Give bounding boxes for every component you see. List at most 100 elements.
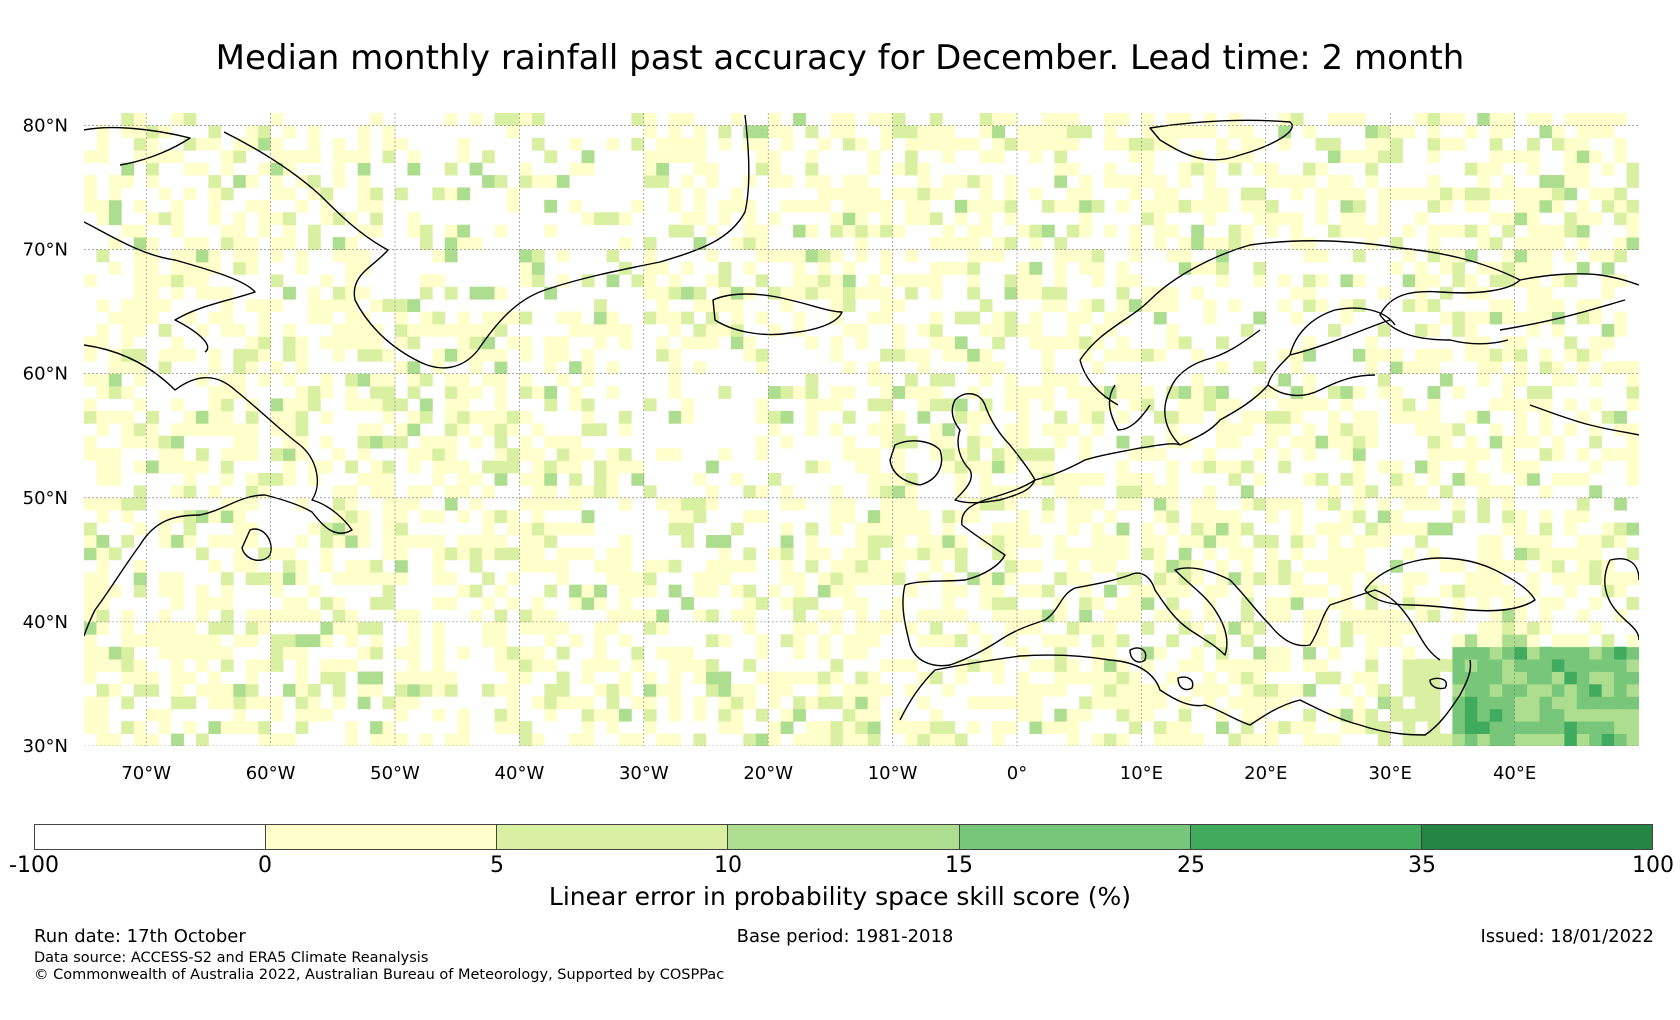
skill-score-cell	[1328, 175, 1341, 188]
skill-score-cell	[954, 485, 968, 499]
skill-score-cell	[1365, 336, 1379, 350]
skill-score-cell	[1253, 708, 1267, 722]
skill-score-cell	[1439, 659, 1453, 672]
skill-score-cell	[1240, 187, 1254, 201]
skill-score-cell	[1477, 162, 1491, 176]
skill-score-cell	[1564, 212, 1578, 226]
skill-score-cell	[506, 683, 520, 697]
skill-score-cell	[457, 373, 471, 387]
skill-score-cell	[1377, 584, 1391, 598]
skill-score-cell	[96, 584, 110, 598]
skill-score-cell	[482, 150, 495, 164]
skill-score-cell	[1303, 435, 1316, 449]
skill-score-cell	[793, 249, 806, 263]
skill-score-cell	[1328, 224, 1341, 238]
skill-score-cell	[1427, 597, 1441, 610]
skill-score-cell	[506, 659, 520, 672]
skill-score-cell	[556, 683, 570, 697]
skill-score-cell	[1514, 547, 1528, 561]
skill-score-cell	[1054, 572, 1068, 586]
skill-score-cell	[730, 708, 744, 722]
longitude-label: 60°W	[246, 763, 296, 784]
skill-score-cell	[1514, 522, 1528, 536]
skill-score-cell	[245, 348, 259, 362]
skill-score-cell	[1216, 634, 1229, 648]
skill-score-cell	[693, 472, 707, 486]
skill-score-cell	[220, 386, 234, 399]
skill-score-cell	[382, 510, 396, 523]
skill-score-cell	[1539, 261, 1553, 275]
skill-score-cell	[805, 696, 819, 710]
skill-score-cell	[544, 497, 558, 511]
skill-score-cell	[370, 212, 383, 226]
skill-score-cell	[1079, 348, 1093, 362]
skill-score-cell	[1004, 460, 1018, 474]
skill-score-cell	[681, 212, 694, 226]
skill-score-cell	[245, 559, 259, 573]
skill-score-cell	[307, 175, 321, 188]
skill-score-cell	[544, 150, 558, 164]
skill-score-cell	[581, 721, 595, 734]
skill-score-cell	[718, 125, 732, 139]
skill-score-cell	[905, 348, 918, 362]
skill-score-cell	[979, 410, 993, 424]
skill-score-cell	[556, 646, 570, 660]
skill-score-cell	[245, 137, 259, 151]
skill-score-cell	[1253, 621, 1267, 635]
skill-score-cell	[1614, 150, 1627, 164]
skill-score-cell	[1576, 472, 1590, 486]
skill-score-cell	[1614, 733, 1627, 746]
skill-score-cell	[1066, 497, 1080, 511]
skill-score-cell	[1203, 398, 1217, 412]
skill-score-cell	[1303, 237, 1316, 250]
skill-score-cell	[668, 696, 682, 710]
skill-score-cell	[1514, 559, 1528, 573]
skill-score-cell	[407, 535, 421, 548]
skill-score-cell	[1402, 497, 1416, 511]
skill-score-cell	[419, 224, 433, 238]
skill-score-cell	[1352, 224, 1366, 238]
skill-score-cell	[1017, 535, 1030, 548]
skill-score-cell	[1128, 398, 1142, 412]
skill-score-cell	[880, 485, 893, 499]
skill-score-cell	[531, 497, 545, 511]
skill-score-cell	[855, 522, 869, 536]
skill-score-cell	[1191, 199, 1204, 213]
skill-score-cell	[146, 708, 160, 722]
skill-score-cell	[817, 733, 831, 746]
skill-score-cell	[967, 448, 981, 461]
skill-score-cell	[1315, 621, 1329, 635]
skill-score-cell	[1601, 659, 1615, 672]
skill-score-cell	[519, 348, 533, 362]
skill-score-cell	[469, 286, 483, 300]
skill-score-cell	[1502, 212, 1515, 226]
skill-score-cell	[121, 224, 135, 238]
skill-score-cell	[1352, 696, 1366, 710]
skill-score-cell	[1303, 535, 1316, 548]
skill-score-cell	[992, 460, 1005, 474]
skill-score-cell	[855, 324, 869, 337]
skill-score-cell	[208, 187, 222, 201]
skill-score-cell	[183, 137, 197, 151]
skill-score-cell	[1402, 721, 1416, 734]
skill-score-cell	[444, 423, 458, 437]
skill-score-cell	[1564, 572, 1578, 586]
skill-score-cell	[1340, 522, 1354, 536]
skill-score-cell	[444, 187, 458, 201]
skill-score-cell	[96, 386, 110, 399]
skill-score-cell	[1551, 175, 1565, 188]
skill-score-cell	[1551, 634, 1565, 648]
skill-score-cell	[382, 721, 396, 734]
skill-score-cell	[905, 199, 918, 213]
skill-score-cell	[1352, 448, 1366, 461]
skill-score-cell	[1153, 187, 1167, 201]
skill-score-cell	[681, 646, 694, 660]
skill-score-cell	[1452, 274, 1466, 288]
skill-score-cell	[220, 683, 234, 697]
skill-score-cell	[1153, 448, 1167, 461]
skill-score-cell	[432, 559, 446, 573]
skill-score-cell	[1626, 733, 1639, 746]
skill-score-cell	[419, 485, 433, 499]
skill-score-cell	[1004, 609, 1018, 623]
skill-score-cell	[618, 261, 632, 275]
